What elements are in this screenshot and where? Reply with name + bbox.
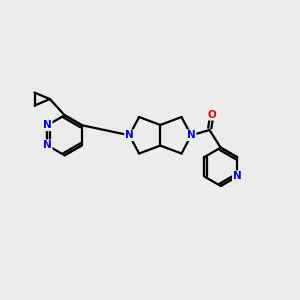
Text: N: N [125, 130, 134, 140]
Text: N: N [43, 140, 52, 150]
Text: N: N [233, 171, 242, 182]
Text: N: N [43, 120, 52, 130]
Text: N: N [187, 130, 196, 140]
Text: O: O [208, 110, 216, 120]
